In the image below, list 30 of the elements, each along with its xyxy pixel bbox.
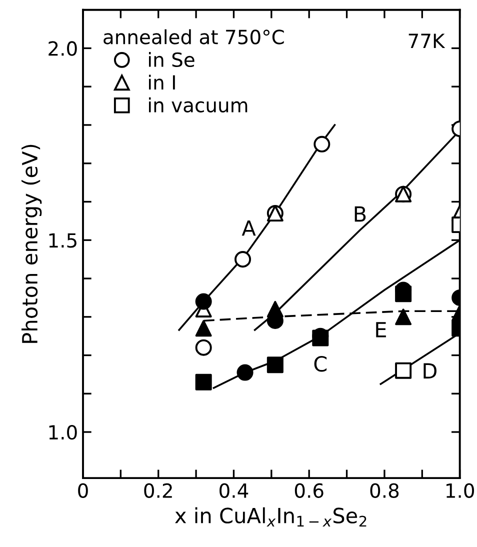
line-series <box>178 124 336 331</box>
annotation: B <box>354 206 366 222</box>
annotation: D <box>424 363 436 378</box>
x-axis-title: x in CuAl$_{x}$In$_{1−x}$Se$_{2}$ <box>175 507 366 527</box>
x-tick-label: 0.4 <box>220 483 248 498</box>
point <box>195 339 212 356</box>
annotation: E <box>376 322 386 338</box>
x-tick-label: 1.0 <box>446 483 474 498</box>
point <box>195 320 212 337</box>
point <box>266 356 284 374</box>
point <box>234 251 252 268</box>
legend-title: annealed at 750°C <box>104 29 284 44</box>
y-axis-title: Photon energy (eV) <box>21 144 42 343</box>
point <box>195 293 212 310</box>
y-tick-label: 1.0 <box>49 424 77 440</box>
y-tick-label: 2.0 <box>48 41 77 56</box>
x-tick-label: 0.2 <box>144 483 172 498</box>
annotation: A <box>242 220 256 236</box>
x-tick-label: 0 <box>78 483 88 498</box>
legend-label: in I <box>148 74 175 90</box>
annotation: C <box>314 356 327 372</box>
y-tick-label: 1.5 <box>49 233 76 248</box>
point <box>195 374 212 390</box>
x-tick-label: 0.6 <box>294 483 324 498</box>
legend-label: in vacuum <box>148 97 248 112</box>
legend-label: in Se <box>148 52 194 68</box>
point <box>266 300 284 318</box>
x-tick-label: 0.8 <box>370 483 399 498</box>
annotation: 77K <box>408 34 446 48</box>
point <box>236 364 254 381</box>
